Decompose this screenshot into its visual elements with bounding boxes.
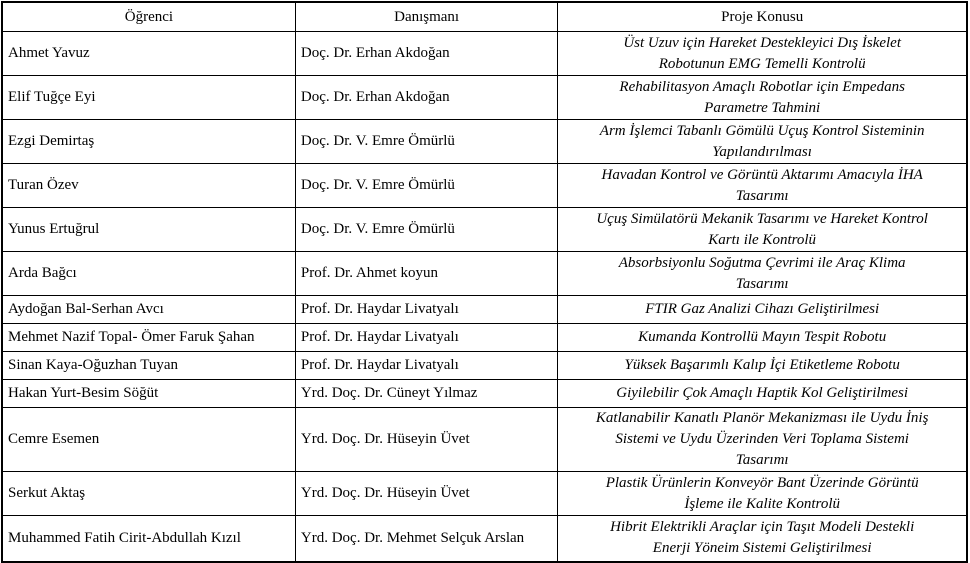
student-cell: Serkut Aktaş [1,471,296,516]
student-cell: Turan Özev [1,163,296,208]
student-cell: Ahmet Yavuz [1,31,296,76]
advisor-cell: Doç. Dr. V. Emre Ömürlü [294,119,559,164]
topic-cell: Hibrit Elektrikli Araçlar için Taşıt Mod… [557,515,968,562]
advisor-cell: Prof. Dr. Ahmet koyun [294,251,559,296]
header-topic: Proje Konusu [557,1,968,32]
table-row: Turan Özev Doç. Dr. V. Emre Ömürlü Havadan… [1,163,968,208]
topic-cell: Plastik Ürünlerin Konveyör Bant Üzerinde… [557,471,968,516]
topic-cell: Rehabilitasyon Amaçlı Robotlar için Empe… [557,75,968,120]
header-row: Öğrenci Danışmanı Proje Konusu [1,1,968,32]
table-row: Sinan Kaya-Oğuzhan Tuyan Prof. Dr. Haydar… [1,351,968,380]
student-cell: Cemre Esemen [1,407,296,472]
student-cell: Sinan Kaya-Oğuzhan Tuyan [1,351,296,380]
student-cell: Mehmet Nazif Topal- Ömer Faruk Şahan [1,323,296,352]
topic-cell: Giyilebilir Çok Amaçlı Haptik Kol Gelişt… [557,379,968,408]
table-row: Aydoğan Bal-Serhan Avcı Prof. Dr. Haydar … [1,295,968,324]
topic-cell: Üst Uzuv için Hareket Destekleyici Dış İ… [557,31,968,76]
table-row: Hakan Yurt-Besim Söğüt Yrd. Doç. Dr. Cüne… [1,379,968,408]
student-cell: Aydoğan Bal-Serhan Avcı [1,295,296,324]
table-row: Arda Bağcı Prof. Dr. Ahmet koyun Absorbsiy… [1,251,968,296]
topic-cell: Katlanabilir Kanatlı Planör Mekanizması … [557,407,968,472]
table-row: Mehmet Nazif Topal- Ömer Faruk Şahan Prof… [1,323,968,352]
header-student: Öğrenci [1,1,296,32]
advisor-cell: Yrd. Doç. Dr. Hüseyin Üvet [294,407,559,472]
table-row: Cemre Esemen Yrd. Doç. Dr. Hüseyin Üvet Ka… [1,407,968,472]
student-cell: Muhammed Fatih Cirit-Abdullah Kızıl [1,515,296,562]
advisor-cell: Prof. Dr. Haydar Livatyalı [294,323,559,352]
advisor-cell: Yrd. Doç. Dr. Hüseyin Üvet [294,471,559,516]
table-row: Muhammed Fatih Cirit-Abdullah Kızıl Yrd. … [1,515,968,562]
topic-cell: Kumanda Kontrollü Mayın Tespit Robotu [557,323,968,352]
advisor-cell: Prof. Dr. Haydar Livatyalı [294,351,559,380]
advisor-cell: Doç. Dr. V. Emre Ömürlü [294,207,559,252]
advisor-cell: Doç. Dr. V. Emre Ömürlü [294,163,559,208]
table-row: Ezgi Demirtaş Doç. Dr. V. Emre Ömürlü Arm … [1,119,968,164]
advisor-cell: Doç. Dr. Erhan Akdoğan [294,75,559,120]
topic-cell: Yüksek Başarımlı Kalıp İçi Etiketleme Ro… [557,351,968,380]
student-cell: Hakan Yurt-Besim Söğüt [1,379,296,408]
advisor-cell: Prof. Dr. Haydar Livatyalı [294,295,559,324]
topic-cell: Arm İşlemci Tabanlı Gömülü Uçuş Kontrol … [557,119,968,164]
topic-cell: Absorbsiyonlu Soğutma Çevrimi ile Araç K… [557,251,968,296]
advisor-cell: Yrd. Doç. Dr. Cüneyt Yılmaz [294,379,559,408]
table-row: Elif Tuğçe Eyi Doç. Dr. Erhan Akdoğan Reha… [1,75,968,120]
advisor-cell: Doç. Dr. Erhan Akdoğan [294,31,559,76]
student-cell: Yunus Ertuğrul [1,207,296,252]
table-row: Yunus Ertuğrul Doç. Dr. V. Emre Ömürlü Uçu… [1,207,968,252]
topic-cell: Havadan Kontrol ve Görüntü Aktarımı Amac… [557,163,968,208]
student-cell: Elif Tuğçe Eyi [1,75,296,120]
topic-cell: Uçuş Simülatörü Mekanik Tasarımı ve Hare… [557,207,968,252]
student-cell: Ezgi Demirtaş [1,119,296,164]
table-row: Serkut Aktaş Yrd. Doç. Dr. Hüseyin Üvet Pl… [1,471,968,516]
advisor-cell: Yrd. Doç. Dr. Mehmet Selçuk Arslan [294,515,559,562]
student-cell: Arda Bağcı [1,251,296,296]
table-row: Ahmet Yavuz Doç. Dr. Erhan Akdoğan Üst Uzu… [1,31,968,76]
topic-cell: FTIR Gaz Analizi Cihazı Geliştirilmesi [557,295,968,324]
header-advisor: Danışmanı [294,1,559,32]
